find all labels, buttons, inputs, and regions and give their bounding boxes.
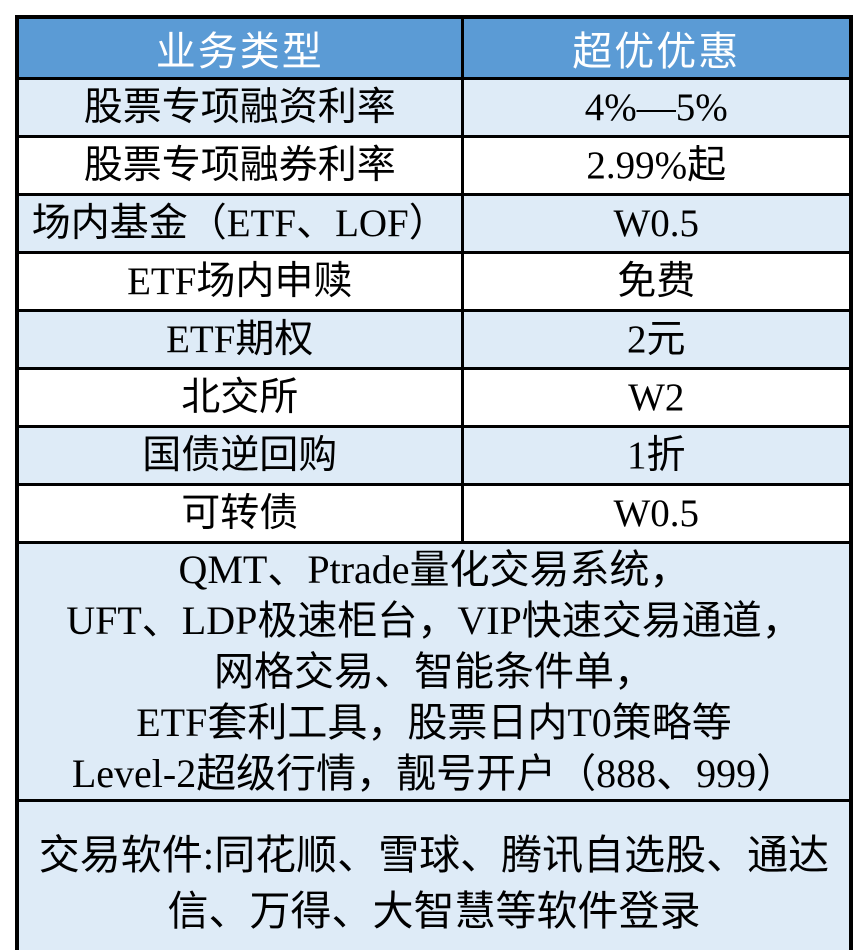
header-discount: 超优优惠 (460, 15, 853, 80)
software-line-1: 交易软件:同花顺、雪球、腾讯自选股、通达 (38, 831, 830, 878)
feature-line-level2-quotes: Level-2超级行情，靓号开户（888、999） (71, 751, 797, 796)
feature-line-quant-systems: QMT、Ptrade量化交易系统， (178, 547, 690, 592)
cell-discount: W2 (460, 367, 853, 428)
software-cell: 交易软件:同花顺、雪球、腾讯自选股、通达 信、万得、大智慧等软件登录 (15, 799, 853, 950)
software-row: 交易软件:同花顺、雪球、腾讯自选股、通达 信、万得、大智慧等软件登录 (15, 799, 853, 950)
table-header-row: 业务类型 超优优惠 (15, 15, 853, 80)
cell-business-type: ETF期权 (15, 309, 464, 370)
cell-business-type: 场内基金（ETF、LOF） (15, 193, 464, 254)
table-row-bse: 北交所 W2 (15, 367, 853, 428)
cell-discount: 4%—5% (460, 77, 853, 138)
table-row-margin-financing: 股票专项融资利率 4%—5% (15, 77, 853, 138)
cell-business-type: ETF场内申赎 (15, 251, 464, 312)
feature-line-fast-counters: UFT、LDP极速柜台，VIP快速交易通道， (66, 598, 802, 643)
cell-discount: W0.5 (460, 483, 853, 544)
features-row: QMT、Ptrade量化交易系统， UFT、LDP极速柜台，VIP快速交易通道，… (15, 541, 853, 802)
table-row-etf-options: ETF期权 2元 (15, 309, 853, 370)
cell-business-type: 可转债 (15, 483, 464, 544)
table-row-etf-subscription: ETF场内申赎 免费 (15, 251, 853, 312)
cell-discount: 2.99%起 (460, 135, 853, 196)
software-line-2: 信、万得、大智慧等软件登录 (167, 887, 701, 934)
fee-table: 业务类型 超优优惠 股票专项融资利率 4%—5% 股票专项融券利率 2.99%起… (15, 15, 853, 950)
table-row-convertible-bonds: 可转债 W0.5 (15, 483, 853, 544)
feature-line-etf-arbitrage: ETF套利工具，股票日内T0策略等 (136, 700, 732, 745)
cell-discount: 2元 (460, 309, 853, 370)
cell-business-type: 国债逆回购 (15, 425, 464, 486)
table-row-exchange-funds: 场内基金（ETF、LOF） W0.5 (15, 193, 853, 254)
cell-discount: 免费 (460, 251, 853, 312)
features-cell: QMT、Ptrade量化交易系统， UFT、LDP极速柜台，VIP快速交易通道，… (15, 541, 853, 802)
table-row-securities-lending: 股票专项融券利率 2.99%起 (15, 135, 853, 196)
cell-discount: W0.5 (460, 193, 853, 254)
cell-discount: 1折 (460, 425, 853, 486)
header-business-type: 业务类型 (15, 15, 464, 80)
feature-line-grid-trading: 网格交易、智能条件单， (214, 649, 654, 694)
cell-business-type: 股票专项融资利率 (15, 77, 464, 138)
cell-business-type: 北交所 (15, 367, 464, 428)
cell-business-type: 股票专项融券利率 (15, 135, 464, 196)
table-row-reverse-repo: 国债逆回购 1折 (15, 425, 853, 486)
